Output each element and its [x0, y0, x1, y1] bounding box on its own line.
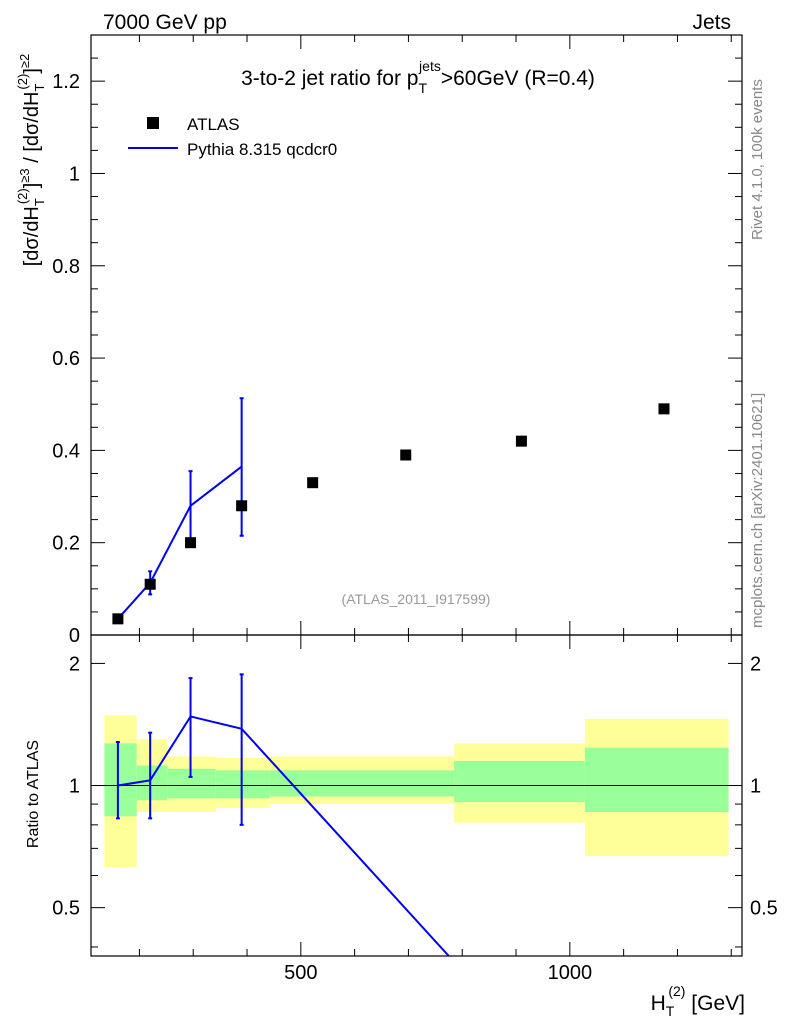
ratio-band-green	[269, 770, 455, 797]
atlas-data-point	[185, 537, 197, 549]
ratio-band-green	[167, 768, 216, 799]
ratio-y-tick-label-right: 0.5	[750, 898, 778, 920]
atlas-data-point	[515, 435, 527, 447]
ylabel-part-a: [dσ/dH	[21, 206, 43, 266]
xlabel-part-b: [GeV]	[685, 992, 745, 1015]
x-tick-label: 1000	[548, 962, 593, 984]
main-axis-ticks	[91, 34, 742, 636]
main-y-axis-label: [dσ/dHT(2)]≥3 / [dσ/dHT(2)]≥2	[15, 54, 47, 267]
ylabel-part-a-sup: (2)	[15, 188, 30, 204]
x-tick-label: 500	[284, 962, 317, 984]
ratio-band-green	[454, 760, 585, 803]
ratio-pythia-line	[117, 715, 450, 957]
ylabel-part-d-sub: ≥2	[17, 54, 32, 68]
ylabel-part-d: ]	[21, 68, 43, 74]
main-y-tick-label: 0.8	[52, 256, 80, 278]
main-y-tick-label: 0.6	[52, 348, 80, 370]
atlas-data-point	[112, 613, 124, 625]
ratio-band-green	[104, 743, 137, 817]
ratio-y-tick-label-left: 2	[69, 653, 80, 675]
ratio-plot-panel: 0.5 0.5 1 1 2 2 Ratio to ATLAS 500 1000 HT (2) …	[25, 634, 778, 1019]
ratio-uncertainty-bands	[91, 715, 742, 867]
legend-marker-atlas	[147, 117, 159, 129]
main-y-tick-label: 0.2	[52, 533, 80, 555]
ylabel-part-c-sup: (2)	[15, 74, 30, 90]
ratio-y-tick-label-left: 0.5	[52, 898, 80, 920]
atlas-data-point	[658, 403, 670, 415]
main-y-tick-label: 1	[69, 163, 80, 185]
main-series-layer	[112, 397, 670, 625]
ratio-axis-ticks	[91, 635, 742, 956]
ratio-y-tick-labels: 0.5 0.5 1 1 2 2	[52, 653, 778, 919]
chart-title-sub: T	[418, 80, 427, 96]
ylabel-part-c: / [dσ/dH	[21, 92, 43, 169]
atlas-data-point	[144, 578, 156, 590]
atlas-data-point	[236, 500, 248, 512]
ylabel-part-a-sub: T	[32, 198, 47, 206]
ratio-y-tick-label-left: 1	[69, 776, 80, 798]
mcplots-reference-label: mcplots.cern.ch [arXiv:2401.10621]	[749, 393, 766, 628]
xlabel-part-a: H	[651, 992, 666, 1015]
legend: ATLAS Pythia 8.315 qcdcr0	[128, 115, 337, 159]
ratio-band-green	[215, 770, 270, 799]
ratio-y-tick-label-right: 2	[750, 653, 761, 675]
x-axis-label: HT (2) [GeV]	[651, 983, 745, 1019]
ylabel-part-c-sub: T	[32, 84, 47, 92]
xlabel-sup: (2)	[668, 983, 685, 999]
xlabel-sub: T	[666, 1003, 675, 1019]
chart-title-suffix: >60GeV (R=0.4)	[441, 67, 595, 90]
header-category-label: Jets	[692, 11, 731, 34]
chart-title-sup: jets	[418, 58, 441, 74]
chart-title-prefix: 3-to-2 jet ratio for p	[241, 67, 418, 90]
ratio-series-layer	[115, 673, 450, 957]
ratio-band-green	[584, 747, 729, 813]
legend-label-atlas: ATLAS	[187, 115, 240, 134]
rivet-version-label: Rivet 4.1.0, 100k events	[749, 79, 766, 240]
ratio-y-tick-label-right: 1	[750, 776, 761, 798]
pythia-line	[117, 465, 243, 620]
main-y-tick-label: 0	[69, 625, 80, 647]
main-y-tick-label: 1.2	[52, 71, 80, 93]
atlas-data-point	[307, 477, 319, 489]
ratio-y-axis-label: Ratio to ATLAS	[25, 740, 42, 848]
atlas-data-point	[400, 449, 412, 461]
main-y-tick-label: 0.4	[52, 440, 80, 462]
header-energy-label: 7000 GeV pp	[103, 11, 227, 34]
chart-title: 3-to-2 jet ratio for pTjets>60GeV (R=0.4…	[241, 58, 595, 96]
main-y-tick-labels: 0 0.2 0.4 0.6 0.8 1 1.2	[52, 71, 80, 647]
ylabel-part-b-sub: ≥3	[17, 168, 32, 182]
ylabel-part-b: ]	[21, 183, 43, 189]
x-tick-labels: 500 1000	[284, 962, 592, 984]
main-plot-panel: 0 0.2 0.4 0.6 0.8 1 1.2 3-to-2 jet ratio for p…	[15, 34, 743, 647]
ratio-band-green	[136, 765, 168, 801]
legend-label-pythia: Pythia 8.315 qcdcr0	[187, 140, 337, 159]
ratio-plot-frame	[90, 634, 743, 957]
analysis-watermark: (ATLAS_2011_I917599)	[342, 591, 491, 607]
